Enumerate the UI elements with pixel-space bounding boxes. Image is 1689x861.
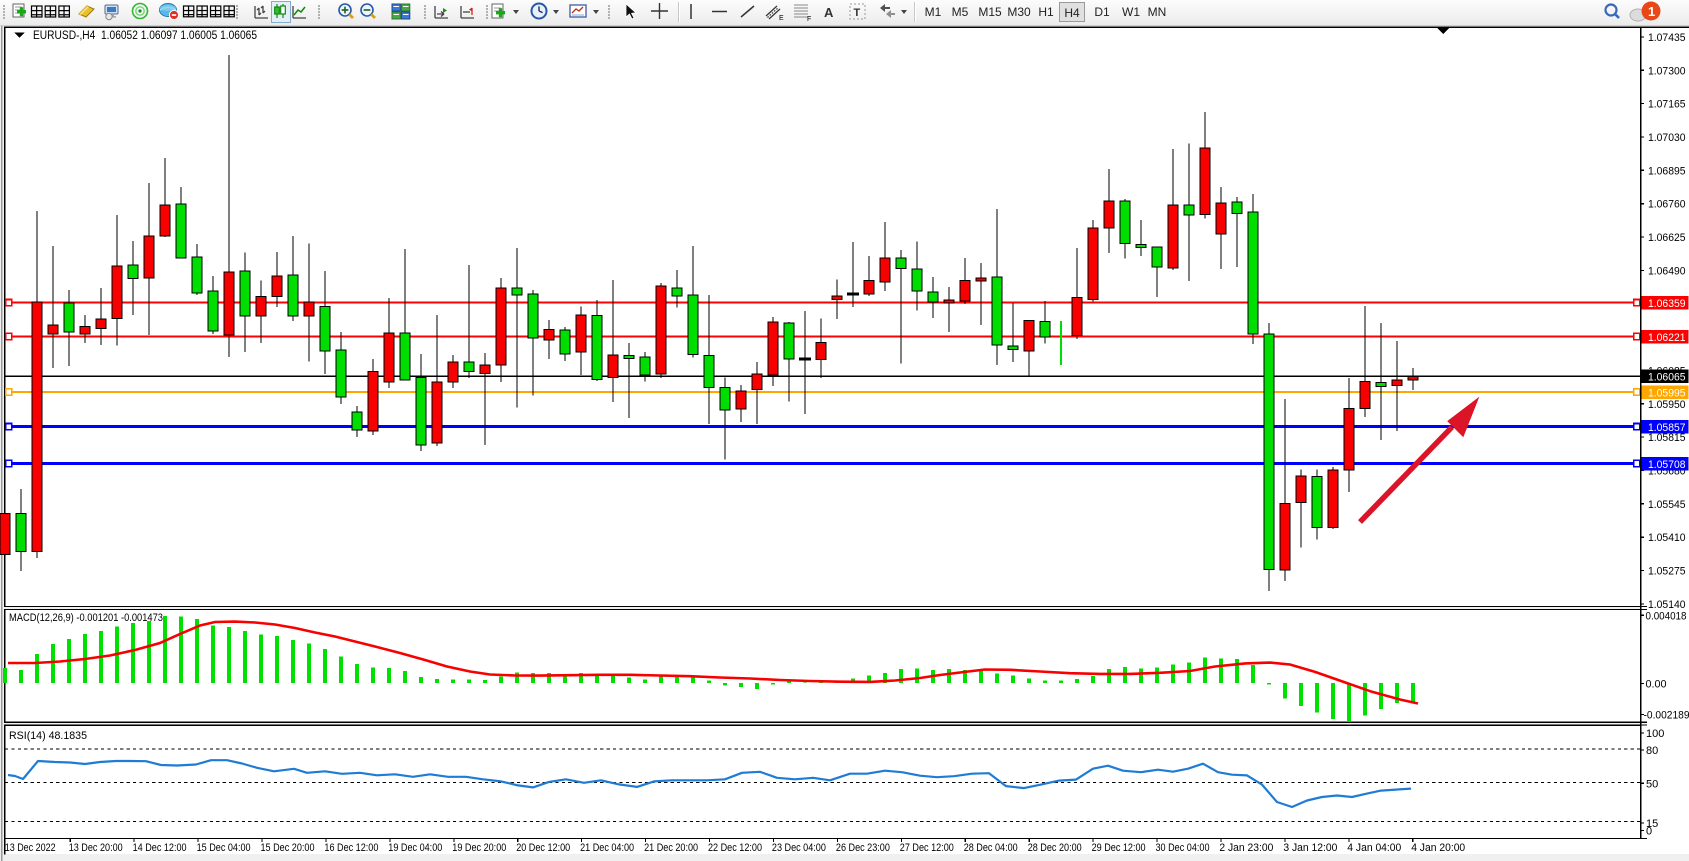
svg-text:1.06895: 1.06895 [1648, 165, 1686, 177]
svg-text:0.00: 0.00 [1646, 679, 1667, 691]
svg-text:F: F [807, 16, 811, 23]
svg-text:14 Dec 12:00: 14 Dec 12:00 [133, 842, 187, 854]
svg-text:RSI(14) 48.1835: RSI(14) 48.1835 [9, 730, 87, 742]
svg-text:50: 50 [1646, 778, 1658, 790]
svg-text:1.06359: 1.06359 [1648, 298, 1686, 310]
svg-text:23 Dec 04:00: 23 Dec 04:00 [772, 842, 826, 854]
svg-text:4 Jan 04:00: 4 Jan 04:00 [1347, 842, 1401, 854]
svg-text:3 Jan 12:00: 3 Jan 12:00 [1283, 842, 1337, 854]
svg-text:20 Dec 12:00: 20 Dec 12:00 [516, 842, 570, 854]
svg-text:28 Dec 04:00: 28 Dec 04:00 [964, 842, 1018, 854]
svg-text:100: 100 [1646, 728, 1664, 740]
svg-text:29 Dec 12:00: 29 Dec 12:00 [1092, 842, 1146, 854]
svg-text:EURUSD-,H4 1.06052 1.06097 1.: EURUSD-,H4 1.06052 1.06097 1.06005 1.060… [33, 30, 257, 42]
svg-text:1.06760: 1.06760 [1648, 199, 1686, 211]
svg-text:1.05995: 1.05995 [1648, 387, 1686, 399]
svg-text:22 Dec 12:00: 22 Dec 12:00 [708, 842, 762, 854]
svg-text:4 Jan 20:00: 4 Jan 20:00 [1411, 842, 1465, 854]
svg-text:30 Dec 04:00: 30 Dec 04:00 [1156, 842, 1210, 854]
svg-text:1.05140: 1.05140 [1648, 599, 1686, 611]
svg-text:21 Dec 04:00: 21 Dec 04:00 [580, 842, 634, 854]
svg-text:27 Dec 12:00: 27 Dec 12:00 [900, 842, 954, 854]
svg-text:1.06490: 1.06490 [1648, 265, 1686, 277]
svg-text:1.06625: 1.06625 [1648, 232, 1686, 244]
svg-text:16 Dec 12:00: 16 Dec 12:00 [324, 842, 378, 854]
svg-text:1.05275: 1.05275 [1648, 566, 1686, 578]
svg-text:1.05815: 1.05815 [1648, 432, 1686, 444]
svg-text:1.07030: 1.07030 [1648, 132, 1686, 144]
svg-text:15 Dec 20:00: 15 Dec 20:00 [261, 842, 315, 854]
svg-text:19 Dec 04:00: 19 Dec 04:00 [388, 842, 442, 854]
svg-text:T: T [854, 7, 861, 19]
svg-text:-0.002189: -0.002189 [1644, 710, 1689, 722]
svg-text:1.05410: 1.05410 [1648, 532, 1686, 544]
svg-text:80: 80 [1646, 745, 1658, 757]
svg-text:28 Dec 20:00: 28 Dec 20:00 [1028, 842, 1082, 854]
svg-text:19 Dec 20:00: 19 Dec 20:00 [452, 842, 506, 854]
svg-text:1.07435: 1.07435 [1648, 32, 1686, 44]
svg-text:1.05857: 1.05857 [1648, 422, 1686, 434]
svg-text:13 Dec 20:00: 13 Dec 20:00 [69, 842, 123, 854]
svg-text:15 Dec 04:00: 15 Dec 04:00 [197, 842, 251, 854]
svg-text:0: 0 [1646, 826, 1652, 838]
svg-text:13 Dec 2022: 13 Dec 2022 [5, 842, 56, 854]
svg-text:1.05708: 1.05708 [1648, 459, 1686, 471]
svg-text:1.06065: 1.06065 [1648, 372, 1686, 384]
svg-text:E: E [779, 15, 784, 22]
svg-text:1.07165: 1.07165 [1648, 99, 1686, 111]
svg-text:A: A [824, 5, 834, 20]
svg-text:0.004018: 0.004018 [1646, 610, 1687, 622]
svg-text:MACD(12,26,9) -0.001201 -0.001: MACD(12,26,9) -0.001201 -0.001473 [9, 612, 163, 624]
svg-text:1.06221: 1.06221 [1648, 332, 1686, 344]
svg-text:1: 1 [1648, 4, 1655, 19]
svg-text:2 Jan 23:00: 2 Jan 23:00 [1219, 842, 1273, 854]
svg-text:15: 15 [1646, 818, 1658, 830]
svg-text:1.07300: 1.07300 [1648, 65, 1686, 77]
svg-text:26 Dec 23:00: 26 Dec 23:00 [836, 842, 890, 854]
svg-text:1.05950: 1.05950 [1648, 399, 1686, 411]
svg-text:21 Dec 20:00: 21 Dec 20:00 [644, 842, 698, 854]
svg-text:1.05545: 1.05545 [1648, 499, 1686, 511]
